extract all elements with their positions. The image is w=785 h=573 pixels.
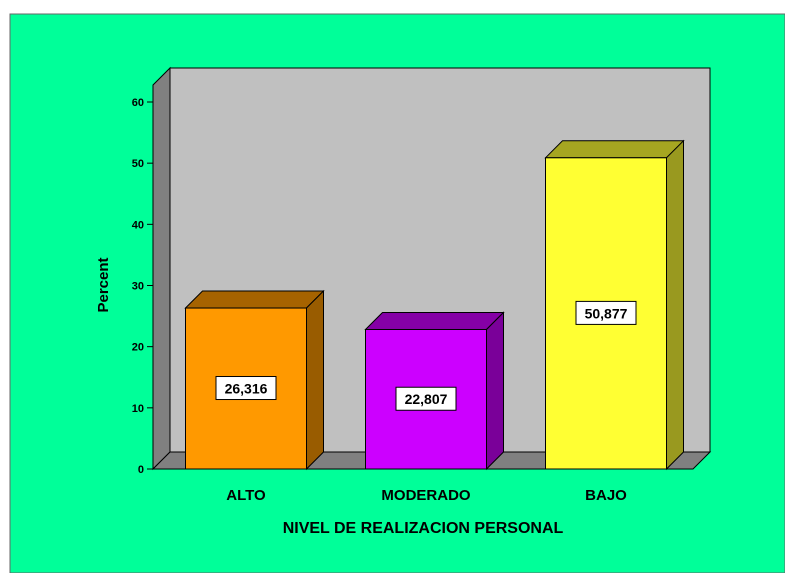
y-tick-label: 0	[138, 464, 144, 476]
x-tick-label: MODERADO	[381, 487, 470, 504]
value-label-box	[395, 386, 457, 411]
bar-top	[544, 140, 685, 159]
bar-side	[486, 311, 504, 471]
y-tick-label: 50	[132, 158, 144, 170]
y-axis-title: Percent	[95, 257, 112, 312]
value-label-box	[575, 300, 637, 325]
value-label: 22,807	[405, 391, 448, 407]
bar-side	[306, 289, 324, 471]
value-label-box	[215, 376, 277, 401]
side-wall	[152, 66, 171, 471]
y-tick-label: 30	[132, 281, 144, 293]
bar-top	[184, 290, 325, 309]
bar-top	[364, 311, 505, 330]
value-label: 50,877	[585, 305, 628, 321]
y-tick-label: 10	[132, 403, 144, 415]
y-tick-label: 40	[132, 219, 144, 231]
x-tick-label: ALTO	[226, 487, 266, 504]
value-label: 26,316	[225, 381, 268, 397]
y-tick-label: 20	[132, 342, 144, 354]
y-tick-label: 60	[132, 97, 144, 109]
x-axis-title: NIVEL DE REALIZACION PERSONAL	[283, 520, 564, 537]
x-tick-label: BAJO	[585, 487, 627, 504]
bar-side	[666, 139, 684, 471]
